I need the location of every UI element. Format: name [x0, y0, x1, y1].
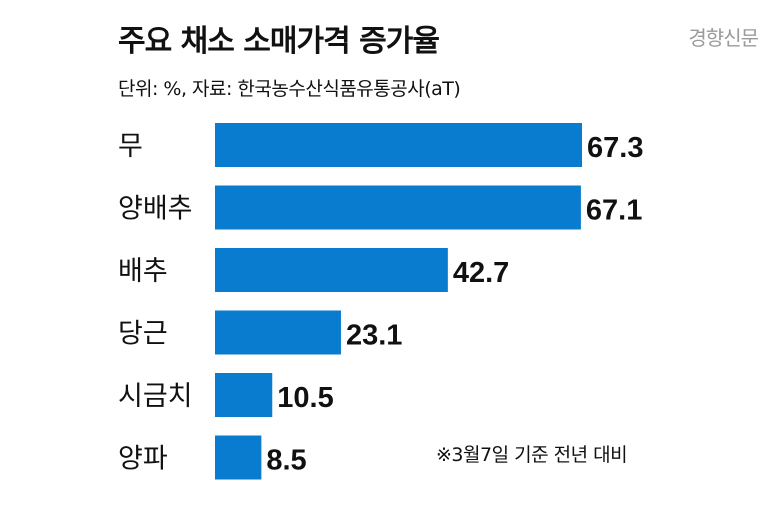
bar-3: [215, 310, 341, 355]
category-label: 양배추: [118, 194, 193, 225]
chart-title: 주요 채소 소매가격 증가율: [118, 24, 440, 59]
bar-5: [215, 435, 262, 480]
value-label: 42.7: [453, 257, 509, 289]
value-label: 23.1: [346, 320, 402, 352]
footnote: ※3월7일 기준 전년 대비: [436, 444, 628, 466]
category-label: 시금치: [118, 381, 193, 412]
value-label: 10.5: [277, 382, 333, 414]
category-label: 당근: [118, 319, 168, 350]
chart-subtitle: 단위: %, 자료: 한국농수산식품유통공사(aT): [118, 78, 461, 100]
value-label: 67.3: [587, 132, 643, 164]
value-label: 8.5: [266, 445, 306, 477]
publisher-watermark: 경향신문: [688, 26, 759, 50]
bar-1: [215, 185, 581, 230]
bar-4: [215, 373, 273, 417]
category-label: 양파: [118, 444, 168, 475]
category-label: 배추: [118, 256, 168, 287]
bar-0: [215, 123, 582, 167]
category-label: 무: [118, 131, 143, 162]
value-label: 67.1: [586, 195, 642, 227]
bar-2: [215, 248, 448, 292]
